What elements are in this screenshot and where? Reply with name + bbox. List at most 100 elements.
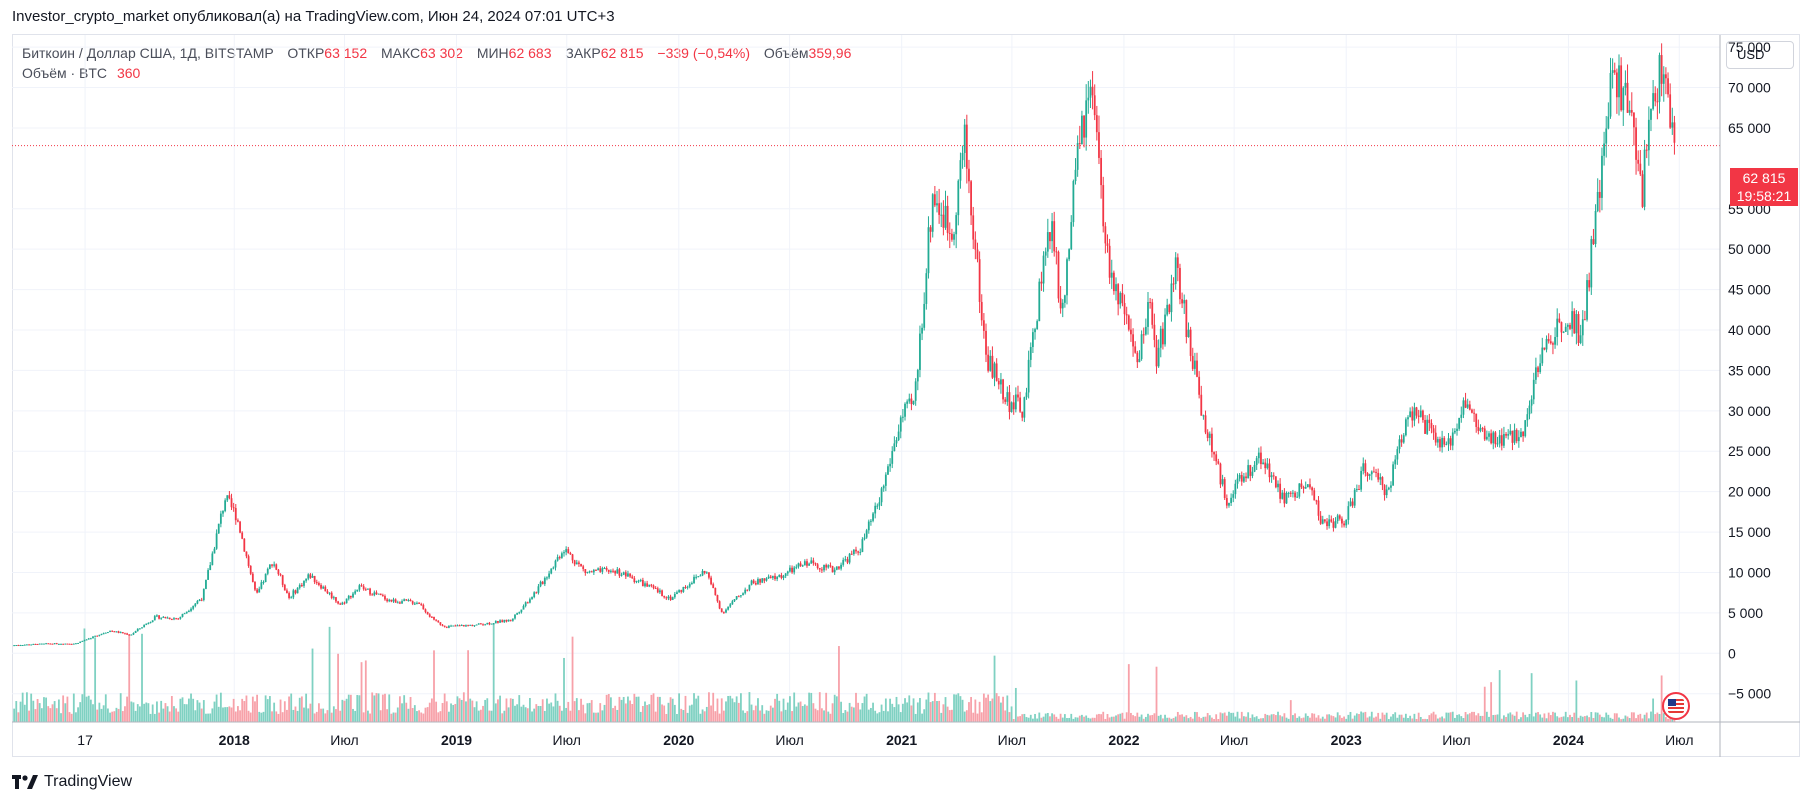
- y-tick-label: 35 000: [1728, 362, 1771, 378]
- candle-body: [94, 635, 97, 637]
- candle-body: [258, 588, 261, 593]
- candle-body: [1170, 283, 1173, 313]
- volume-bar: [1166, 717, 1169, 722]
- volume-bar: [75, 712, 77, 722]
- candle-body: [153, 616, 156, 621]
- volume-bar: [1434, 714, 1437, 722]
- volume-bar: [1168, 717, 1171, 722]
- volume-bar: [1605, 712, 1608, 722]
- volume-bar: [251, 696, 254, 722]
- candle-body: [352, 593, 354, 598]
- candle-body: [616, 569, 619, 574]
- volume-bar: [456, 696, 459, 722]
- candle-body: [957, 180, 960, 216]
- volume-bar: [808, 692, 811, 722]
- volume-bar: [556, 700, 559, 722]
- volume-bar: [531, 711, 533, 722]
- y-tick-label: −5 000: [1728, 686, 1771, 702]
- candle-body: [388, 599, 391, 602]
- candle-body: [859, 551, 862, 553]
- candle-body: [835, 566, 838, 570]
- volume-bar: [362, 712, 365, 722]
- candle-body: [1164, 314, 1166, 345]
- volume-bar: [1601, 716, 1603, 722]
- candle-body: [1204, 415, 1207, 433]
- volume-series-label[interactable]: Объём · BTC: [22, 65, 108, 81]
- candle-body: [30, 644, 33, 646]
- candle-body: [1611, 70, 1614, 73]
- volume-bar: [1479, 715, 1482, 722]
- candle-body: [55, 643, 58, 645]
- candle-body: [897, 431, 900, 441]
- candle-body: [1038, 281, 1041, 322]
- volume-bar: [1017, 716, 1019, 722]
- candle-body: [575, 562, 578, 565]
- volume-bar: [403, 695, 406, 722]
- volume-bar: [68, 712, 71, 722]
- volume-bar: [1419, 716, 1422, 722]
- volume-bar: [79, 702, 82, 722]
- volume-bar: [303, 707, 305, 722]
- candle-body: [982, 320, 985, 331]
- volume-bar: [1014, 687, 1017, 722]
- volume-bar: [1138, 716, 1141, 722]
- candle-body: [328, 592, 331, 594]
- candle-body: [850, 553, 853, 555]
- volume-bar: [946, 706, 949, 722]
- candle-body: [690, 583, 693, 585]
- candle-body: [1485, 436, 1488, 440]
- candle-body: [769, 576, 772, 578]
- volume-bar: [558, 705, 561, 722]
- candle-body: [1436, 439, 1439, 443]
- currency-button[interactable]: USD: [1726, 41, 1794, 69]
- volume-bar: [1411, 718, 1414, 722]
- candle-body: [260, 582, 263, 589]
- volume-bar: [256, 694, 259, 722]
- volume-bar: [1313, 713, 1316, 722]
- volume-bar: [806, 705, 808, 722]
- candle-body: [198, 599, 201, 602]
- volume-bar: [518, 695, 521, 722]
- candle-body: [1004, 399, 1007, 402]
- volume-bar: [563, 657, 565, 722]
- volume-bar: [332, 706, 335, 722]
- volume-bar: [942, 704, 945, 722]
- volume-bar: [688, 705, 691, 722]
- candle-body: [1443, 437, 1446, 445]
- x-tick-label: Июл: [1665, 732, 1693, 748]
- candle-body: [789, 567, 791, 572]
- candle-body: [1008, 392, 1011, 413]
- candle-body: [1554, 336, 1556, 345]
- volume-bar: [194, 710, 197, 722]
- volume-bar: [982, 693, 985, 722]
- candle-body: [731, 601, 734, 605]
- candle-body: [622, 572, 625, 575]
- candle-body: [1098, 132, 1100, 158]
- candles: [13, 43, 1676, 647]
- volume-bar: [1321, 716, 1324, 722]
- candle-body: [1106, 243, 1109, 246]
- volume-bar: [136, 704, 139, 722]
- volume-bar: [599, 703, 602, 722]
- volume-bar: [1272, 714, 1275, 722]
- volume-bar: [162, 708, 165, 722]
- volume-bar: [1577, 717, 1580, 722]
- volume-bar: [740, 693, 742, 722]
- candle-body: [1100, 157, 1103, 186]
- candle-body: [1417, 415, 1420, 417]
- volume-bar: [1027, 717, 1030, 722]
- candle-body: [933, 194, 936, 206]
- candle-body: [1375, 471, 1377, 473]
- candle-body: [475, 624, 478, 626]
- candle-body: [456, 625, 459, 627]
- us-flag-icon[interactable]: [1662, 692, 1690, 720]
- candle-body: [1522, 431, 1525, 437]
- candle-body: [38, 643, 41, 645]
- candle-body: [895, 440, 898, 444]
- volume-bar: [761, 705, 764, 722]
- candle-body: [1479, 428, 1482, 431]
- candle-body: [955, 215, 958, 235]
- candle-body: [1042, 255, 1045, 284]
- candle-body: [68, 643, 71, 645]
